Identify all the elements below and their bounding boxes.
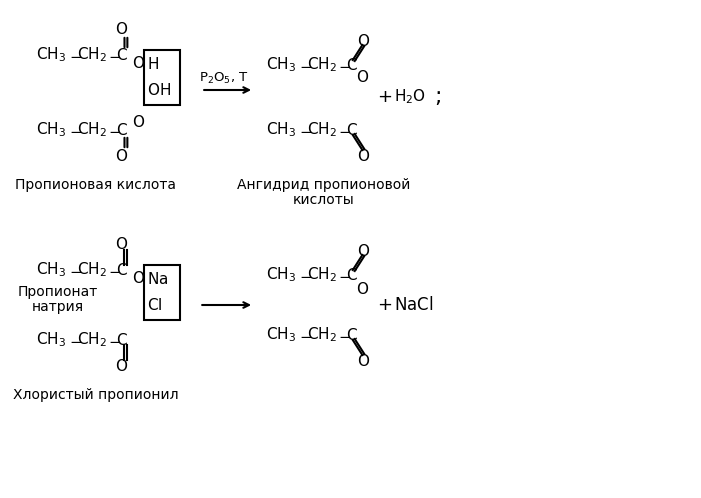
Text: $-$: $-$: [299, 328, 312, 343]
Text: $\mathregular{O}$: $\mathregular{O}$: [132, 55, 145, 71]
Text: $\mathregular{O}$: $\mathregular{O}$: [355, 281, 369, 297]
Text: $\mathregular{O}$: $\mathregular{O}$: [132, 270, 145, 286]
Text: $-$: $-$: [69, 333, 82, 348]
Text: $\mathregular{O}$: $\mathregular{O}$: [355, 69, 369, 85]
Text: $-$: $-$: [299, 57, 312, 73]
Text: $\mathregular{Na}$: $\mathregular{Na}$: [147, 271, 168, 287]
Text: $\mathregular{C}$: $\mathregular{C}$: [116, 47, 128, 63]
Text: $\mathregular{OH}$: $\mathregular{OH}$: [147, 82, 170, 98]
Bar: [144, 50, 180, 105]
Text: Ангидрид пропионовой: Ангидрид пропионовой: [238, 178, 411, 192]
Text: натрия: натрия: [32, 300, 83, 314]
Text: $\mathregular{CH_2}$: $\mathregular{CH_2}$: [307, 56, 336, 74]
Text: $\mathregular{CH_2}$: $\mathregular{CH_2}$: [76, 46, 107, 64]
Text: Хлористый пропионил: Хлористый пропионил: [13, 388, 179, 402]
Text: $\mathregular{O}$: $\mathregular{O}$: [115, 358, 128, 374]
Text: $\mathregular{O}$: $\mathregular{O}$: [357, 33, 370, 49]
Text: $-$: $-$: [108, 262, 121, 277]
Text: $\mathregular{O}$: $\mathregular{O}$: [357, 148, 370, 164]
Text: $\mathregular{H}$: $\mathregular{H}$: [147, 56, 158, 72]
Text: $-$: $-$: [108, 123, 121, 137]
Text: $-$: $-$: [69, 47, 82, 63]
Text: кислоты: кислоты: [293, 193, 355, 207]
Text: $\mathregular{O}$: $\mathregular{O}$: [132, 114, 145, 130]
Text: $\mathregular{CH_2}$: $\mathregular{CH_2}$: [307, 326, 336, 344]
Text: $\mathregular{O}$: $\mathregular{O}$: [115, 148, 128, 164]
Text: $\mathregular{O}$: $\mathregular{O}$: [115, 236, 128, 252]
Text: $\mathregular{CH_2}$: $\mathregular{CH_2}$: [307, 121, 336, 139]
Text: $\mathregular{O}$: $\mathregular{O}$: [357, 353, 370, 369]
Text: $-$: $-$: [339, 57, 352, 73]
Text: $\mathregular{NaCl}$: $\mathregular{NaCl}$: [394, 296, 433, 314]
Text: $\mathregular{CH_2}$: $\mathregular{CH_2}$: [76, 260, 107, 279]
Text: $\mathregular{C}$: $\mathregular{C}$: [116, 332, 128, 348]
Text: $\mathregular{CH_2}$: $\mathregular{CH_2}$: [76, 331, 107, 350]
Text: $\mathregular{CH_3}$: $\mathregular{CH_3}$: [266, 265, 297, 284]
Text: $\mathregular{CH_2}$: $\mathregular{CH_2}$: [76, 121, 107, 139]
Text: $\mathregular{CH_3}$: $\mathregular{CH_3}$: [266, 56, 297, 74]
Text: $-$: $-$: [108, 333, 121, 348]
Text: $\mathregular{P_2O_5}$, T: $\mathregular{P_2O_5}$, T: [199, 70, 249, 86]
Text: $+$: $+$: [376, 88, 392, 106]
Text: $\mathregular{CH_2}$: $\mathregular{CH_2}$: [307, 265, 336, 284]
Text: $\mathregular{C}$: $\mathregular{C}$: [346, 267, 358, 283]
Bar: [144, 265, 180, 320]
Text: $\mathregular{Cl}$: $\mathregular{Cl}$: [147, 297, 162, 313]
Text: $\mathregular{CH_3}$: $\mathregular{CH_3}$: [36, 260, 67, 279]
Text: $-$: $-$: [299, 123, 312, 137]
Text: $\mathregular{CH_3}$: $\mathregular{CH_3}$: [266, 121, 297, 139]
Text: $\mathregular{C}$: $\mathregular{C}$: [346, 327, 358, 343]
Text: $\mathregular{O}$: $\mathregular{O}$: [115, 21, 128, 37]
Text: $\mathregular{C}$: $\mathregular{C}$: [116, 122, 128, 138]
Text: $;$: $;$: [435, 87, 441, 107]
Text: $\mathregular{CH_3}$: $\mathregular{CH_3}$: [266, 326, 297, 344]
Text: $\mathregular{CH_3}$: $\mathregular{CH_3}$: [36, 46, 67, 64]
Text: $-$: $-$: [339, 123, 352, 137]
Text: $-$: $-$: [108, 47, 121, 63]
Text: $-$: $-$: [299, 267, 312, 282]
Text: Пропионовая кислота: Пропионовая кислота: [15, 178, 176, 192]
Text: $\mathregular{C}$: $\mathregular{C}$: [346, 122, 358, 138]
Text: $\mathregular{C}$: $\mathregular{C}$: [116, 262, 128, 278]
Text: $\mathregular{O}$: $\mathregular{O}$: [357, 243, 370, 259]
Text: $-$: $-$: [69, 262, 82, 277]
Text: $\mathregular{CH_3}$: $\mathregular{CH_3}$: [36, 121, 67, 139]
Text: $-$: $-$: [69, 123, 82, 137]
Text: $\mathregular{H_2O}$: $\mathregular{H_2O}$: [394, 88, 426, 107]
Text: $-$: $-$: [339, 267, 352, 282]
Text: $+$: $+$: [376, 296, 392, 314]
Text: $-$: $-$: [339, 328, 352, 343]
Text: Пропионат: Пропионат: [18, 285, 97, 299]
Text: $\mathregular{C}$: $\mathregular{C}$: [346, 57, 358, 73]
Text: $\mathregular{CH_3}$: $\mathregular{CH_3}$: [36, 331, 67, 350]
